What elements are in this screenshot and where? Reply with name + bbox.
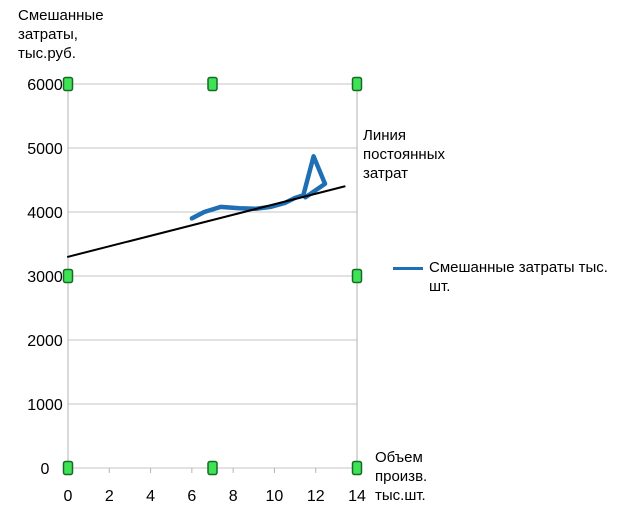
- legend-label: Смешанные затраты тыс. шт.: [429, 258, 608, 296]
- y-axis-title-line: тыс.руб.: [18, 45, 76, 62]
- selection-handle[interactable]: [207, 460, 218, 476]
- selection-handle[interactable]: [62, 460, 74, 476]
- fixed-costs-annotation-line: Линия: [363, 127, 407, 144]
- y-axis-title-line: затраты,: [18, 26, 78, 43]
- selection-handle[interactable]: [351, 460, 363, 476]
- series-line-0: [189, 154, 328, 221]
- fixed-costs-annotation: Линия постоянных затрат: [363, 126, 445, 183]
- x-tick-label-14: 14: [348, 488, 366, 505]
- y-tick-label-0: 0: [41, 461, 50, 478]
- legend[interactable]: Смешанные затраты тыс. шт.: [393, 258, 608, 296]
- x-tick-label-4: 4: [146, 488, 155, 505]
- x-tick-label-12: 12: [307, 488, 325, 505]
- selection-handle[interactable]: [62, 76, 74, 92]
- y-tick-label-2000: 2000: [27, 333, 63, 350]
- x-axis-title-line: тыс.шт.: [375, 487, 426, 504]
- y-axis-title-line: Смешанные: [18, 7, 104, 24]
- fixed-costs-annotation-line: затрат: [363, 165, 408, 182]
- series-line-1: [67, 185, 346, 258]
- selection-handle[interactable]: [351, 76, 363, 92]
- x-axis-title-line: Объем: [375, 449, 423, 466]
- selection-handle[interactable]: [207, 76, 218, 92]
- x-tick-label-6: 6: [187, 488, 196, 505]
- y-tick-label-3000: 3000: [27, 269, 63, 286]
- legend-line-swatch: [393, 267, 423, 270]
- x-axis-title: Объем произв. тыс.шт.: [375, 448, 427, 505]
- x-tick-label-2: 2: [105, 488, 114, 505]
- legend-label-line: Смешанные затраты тыс.: [429, 259, 608, 276]
- fixed-costs-annotation-line: постоянных: [363, 146, 445, 163]
- x-tick-label-10: 10: [266, 488, 284, 505]
- y-axis-title: Смешанные затраты, тыс.руб.: [18, 6, 104, 63]
- x-axis-title-line: произв.: [375, 468, 428, 485]
- selection-handle[interactable]: [351, 268, 363, 284]
- y-tick-label-5000: 5000: [27, 141, 63, 158]
- x-tick-label-0: 0: [64, 488, 73, 505]
- x-tick-label-8: 8: [229, 488, 238, 505]
- legend-label-line: шт.: [429, 278, 451, 295]
- y-tick-label-4000: 4000: [27, 205, 63, 222]
- y-tick-label-1000: 1000: [27, 397, 63, 414]
- selection-handle[interactable]: [62, 268, 74, 284]
- y-tick-label-6000: 6000: [27, 77, 63, 94]
